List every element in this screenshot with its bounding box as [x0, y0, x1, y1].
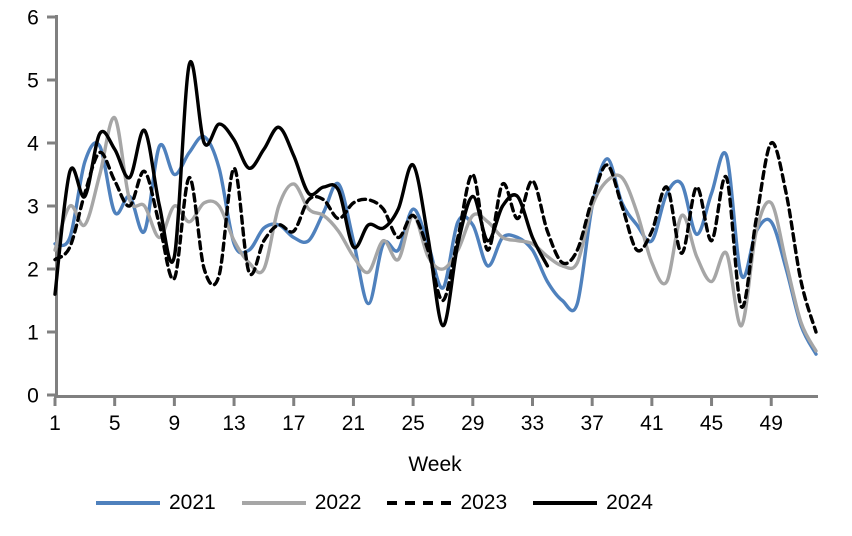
x-tick-label: 33	[521, 412, 544, 435]
legend-label-2024: 2024	[606, 491, 653, 514]
legend-label-2022: 2022	[314, 491, 362, 514]
legend-line-2021	[96, 500, 160, 505]
legend-line-2024	[533, 500, 598, 505]
legend-item-2021: 2021	[95, 492, 216, 513]
x-tick-label: 5	[109, 412, 121, 435]
legend-label-2021: 2021	[169, 491, 216, 514]
axes	[47, 15, 818, 406]
legend-item-2023: 2023	[386, 492, 507, 513]
x-tick-label: 1	[49, 412, 61, 435]
y-tick-label: 6	[27, 7, 39, 30]
series-line-2024	[53, 59, 550, 328]
y-tick-label: 2	[27, 259, 39, 282]
x-tick-label: 49	[760, 412, 783, 435]
legend-line-2023	[387, 500, 452, 505]
legend-item-2024: 2024	[532, 492, 653, 513]
x-axis-title: Week	[408, 453, 462, 476]
y-tick-label: 5	[27, 70, 39, 93]
series-curves	[53, 59, 818, 356]
legend-label-2023: 2023	[460, 491, 508, 514]
series-line-2023	[53, 141, 818, 334]
x-tick-label: 13	[222, 412, 245, 435]
x-tick-label: 45	[700, 412, 723, 435]
y-tick-label: 4	[27, 133, 39, 156]
x-tick-label: 17	[282, 412, 305, 435]
x-tick-label: 25	[401, 412, 424, 435]
y-tick-label: 3	[27, 196, 39, 219]
legend-line-2022	[241, 500, 306, 505]
x-tick-label: 37	[580, 412, 603, 435]
x-tick-label: 9	[169, 412, 181, 435]
x-tick-label: 41	[640, 412, 663, 435]
series-line-2022	[53, 116, 818, 353]
legend-item-2022: 2022	[241, 491, 362, 514]
x-tick-label: 21	[342, 412, 365, 435]
x-tick-label: 29	[461, 412, 484, 435]
y-tick-label: 1	[27, 322, 39, 345]
chart-legend: 2021 2022 2023 2024	[95, 492, 653, 513]
series-line-2021	[53, 134, 818, 356]
y-tick-label: 0	[27, 385, 39, 408]
